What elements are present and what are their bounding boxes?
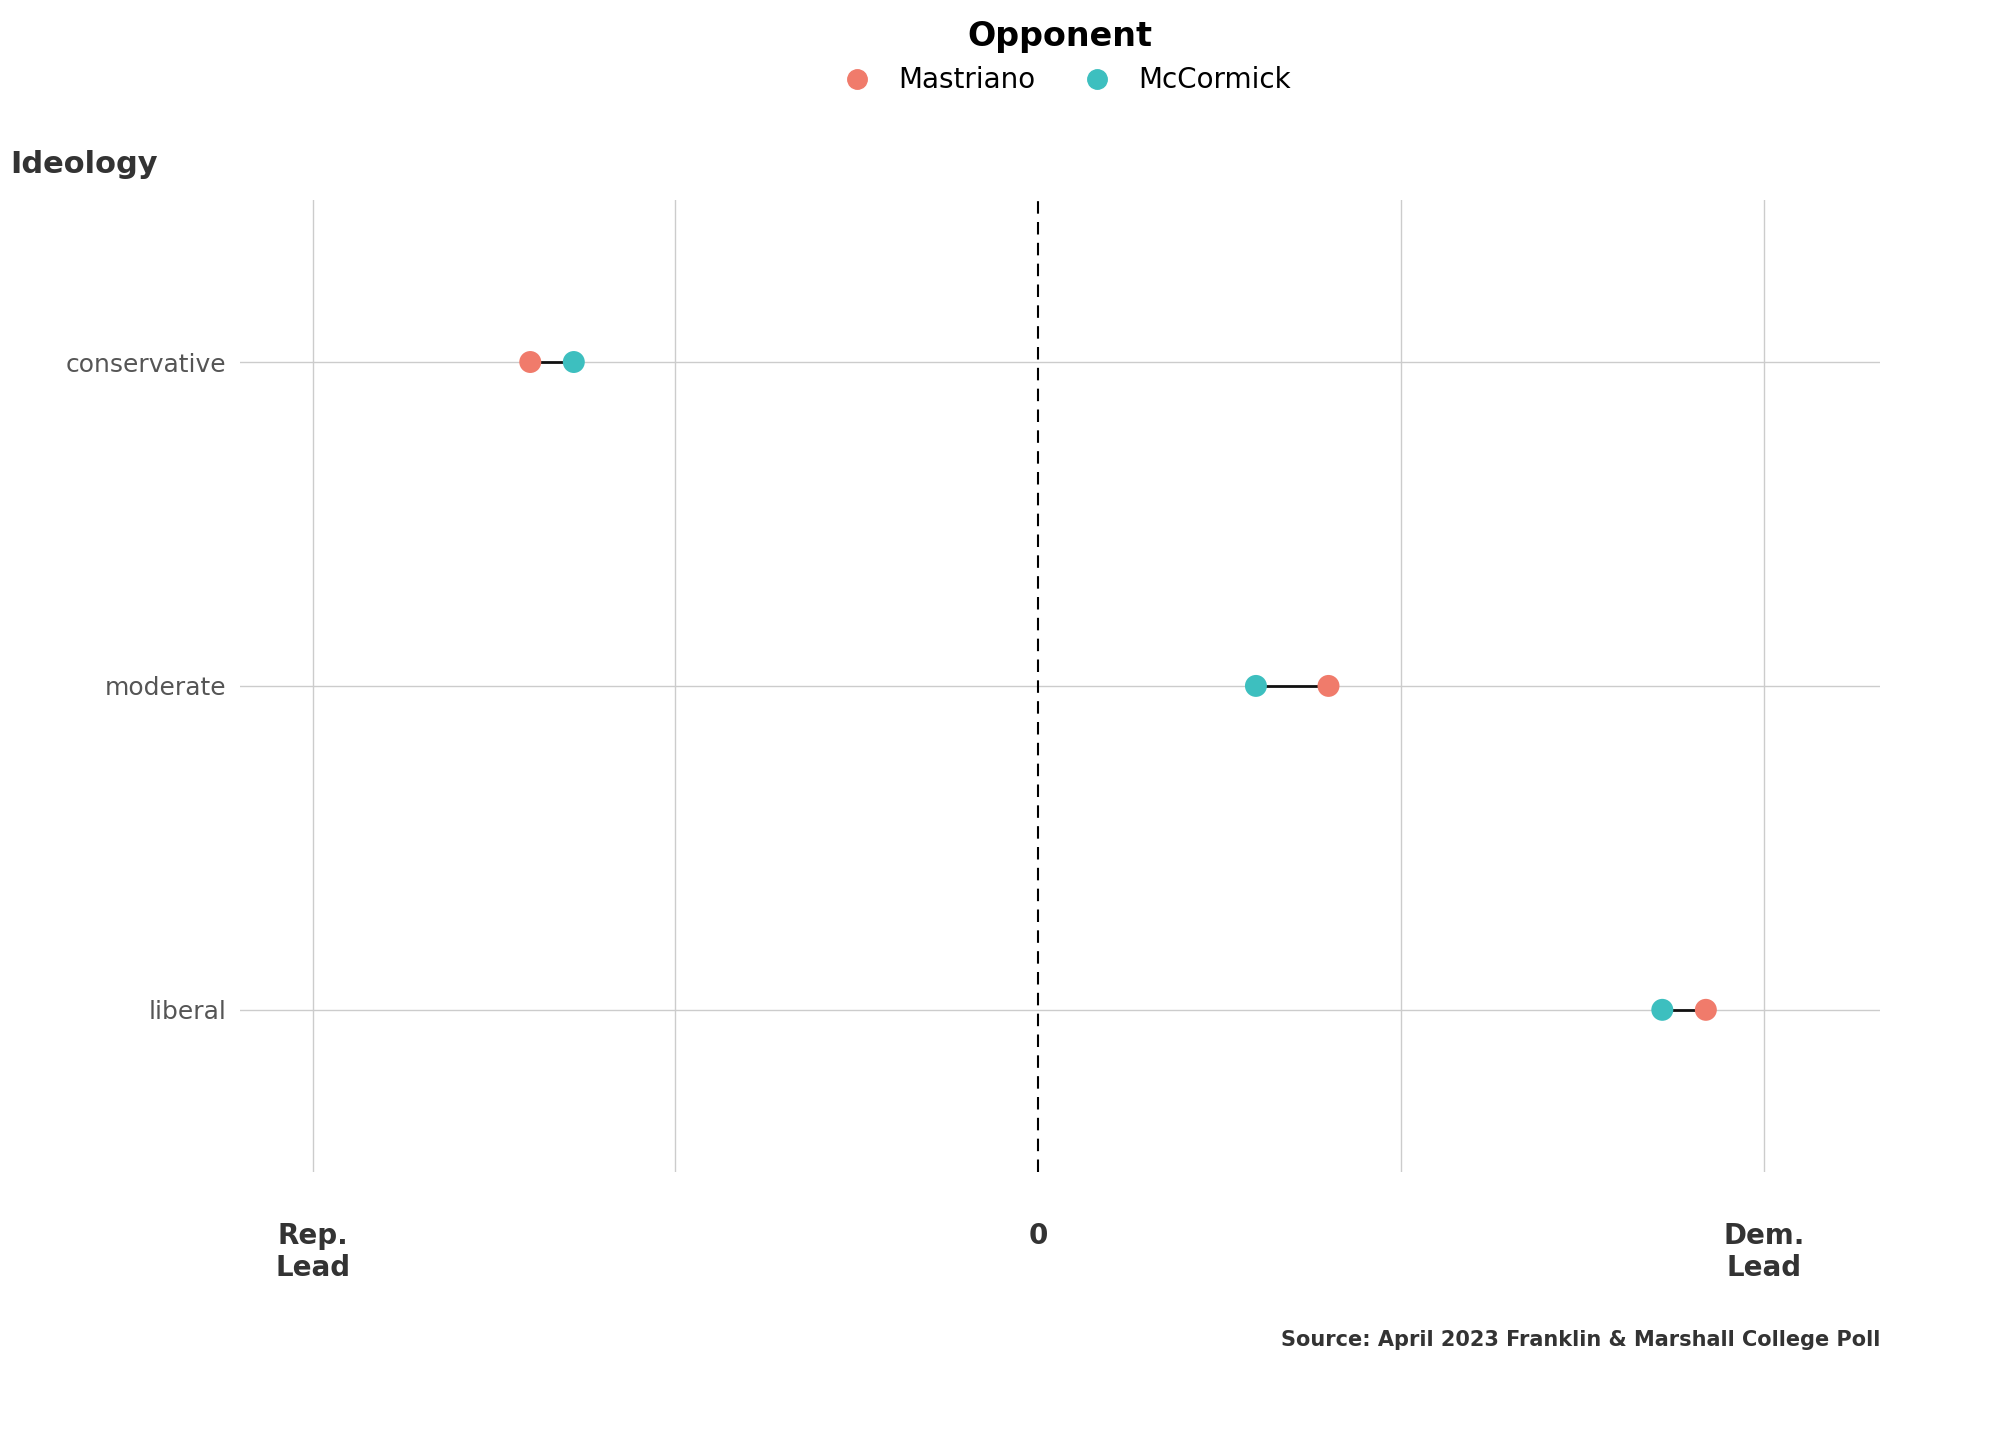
Text: Rep.
Lead: Rep. Lead [276, 1222, 350, 1282]
Point [1690, 999, 1722, 1022]
Text: Source: April 2023 Franklin & Marshall College Poll: Source: April 2023 Franklin & Marshall C… [1280, 1330, 1880, 1350]
Point [558, 350, 590, 373]
Point [514, 350, 546, 373]
Point [1240, 674, 1272, 697]
Text: 0: 0 [1028, 1222, 1048, 1250]
Point [1312, 674, 1344, 697]
Text: Dem.
Lead: Dem. Lead [1724, 1222, 1804, 1282]
Legend: Mastriano, McCormick: Mastriano, McCormick [830, 20, 1290, 94]
Text: Ideology: Ideology [10, 150, 158, 179]
Point [1646, 999, 1678, 1022]
